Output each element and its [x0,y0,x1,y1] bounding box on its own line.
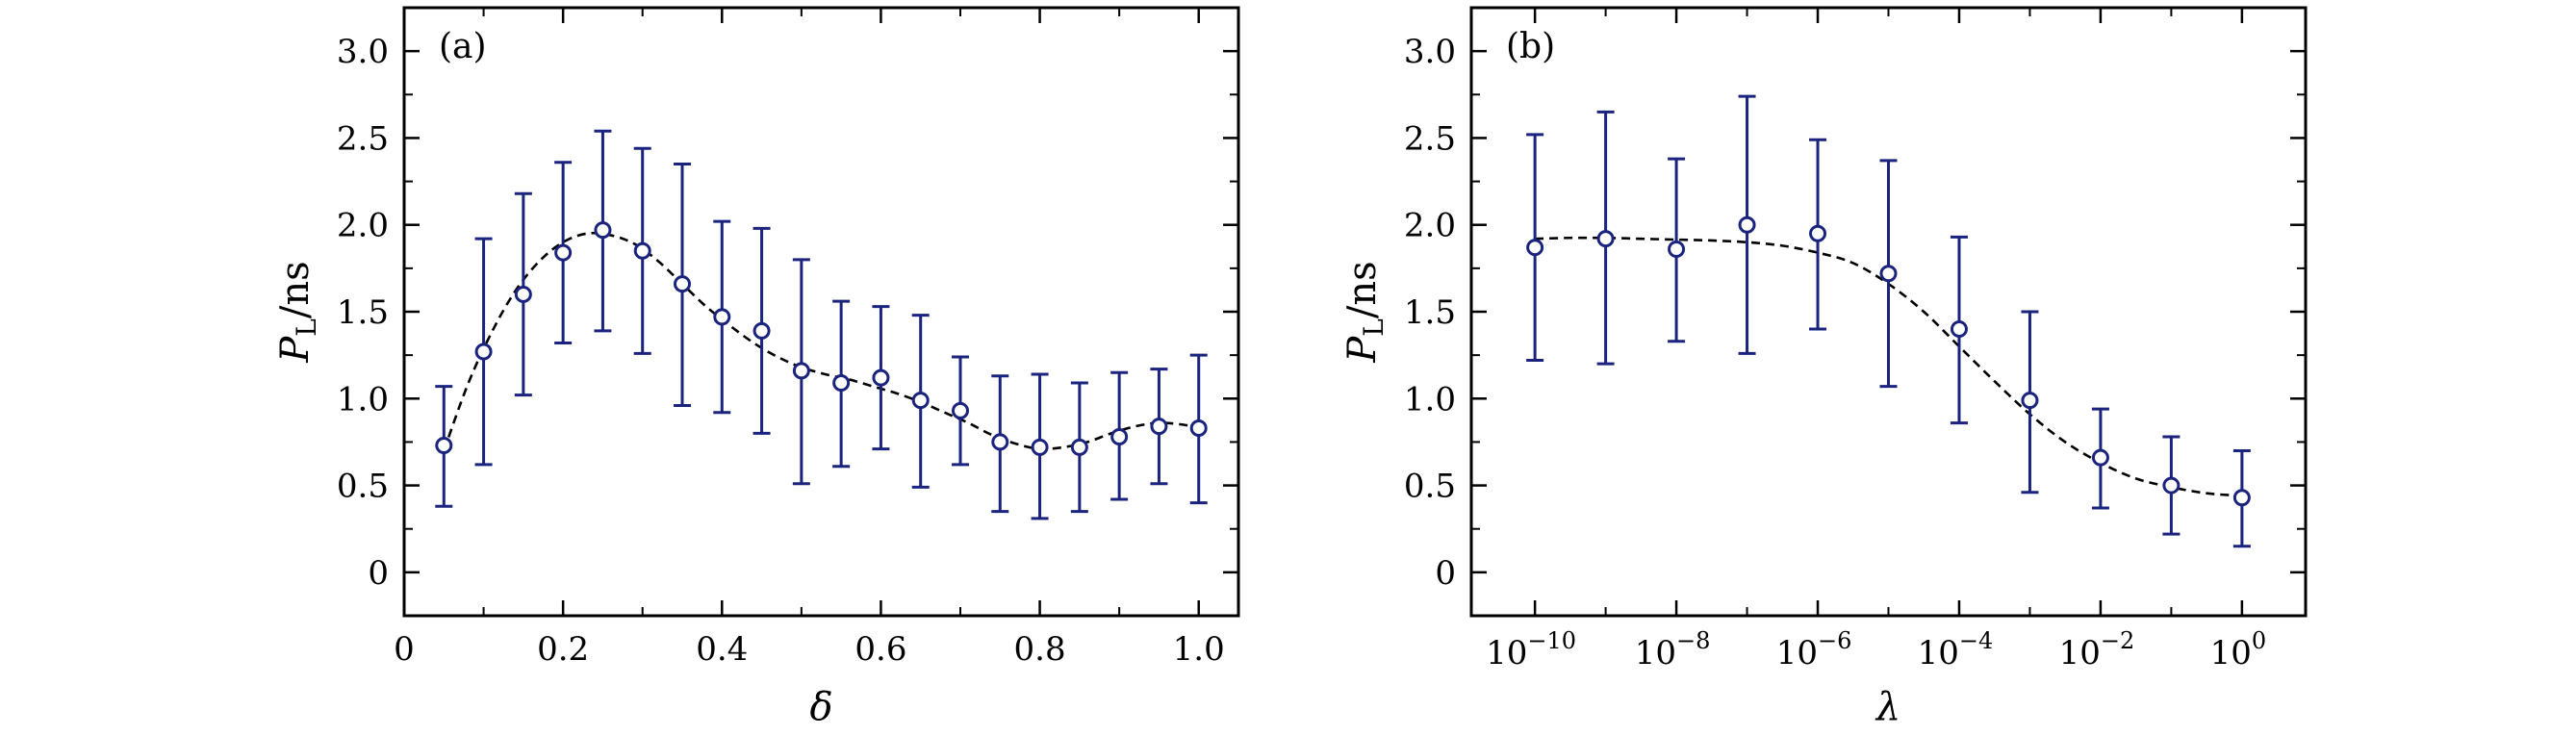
x-axis-label: λ [1875,685,1900,729]
x-tick-label: 100 [2210,627,2267,673]
y-axis-label-symbol: P [273,336,318,364]
x-tick-base: 10 [1486,634,1527,673]
y-tick-label: 1.0 [337,380,389,419]
data-point [1738,216,1756,234]
data-point [991,433,1009,451]
data-point [872,368,890,387]
panel-label: (a) [439,27,487,66]
data-point [2091,448,2109,467]
x-tick-base: 10 [1918,634,1959,673]
y-tick-label: 2.0 [1404,207,1456,245]
data-point [633,241,651,260]
data-point [435,437,453,455]
y-axis-label: PL/ns [1340,261,1390,363]
data-point [911,392,930,410]
x-tick-label: 1.0 [1173,630,1225,669]
y-tick-label: 3.0 [337,33,389,71]
x-tick-exponent: −8 [1676,627,1710,654]
data-point [1070,438,1088,456]
y-tick-label: 0 [1435,554,1456,593]
y-axis-label-symbol: P [1340,336,1385,364]
data-point [832,374,851,393]
y-tick-label: 1.5 [1404,293,1456,332]
data-point [514,285,532,303]
data-point [1596,230,1615,248]
x-tick-exponent: 0 [2252,627,2266,654]
panel-b: 00.51.01.52.02.53.010−10 10−8 10−6 10−4 10−2… [1340,6,2308,729]
data-point [1809,224,1827,242]
data-point [1668,240,1686,258]
x-tick-label: 10−4 [1918,627,1994,673]
x-tick-label: 10−8 [1635,627,1711,673]
x-tick-label: 0.4 [696,630,748,669]
x-tick-base: 10 [2059,634,2101,673]
x-tick-label: 0.6 [854,630,906,669]
panel-label: (b) [1506,27,1555,66]
data-point [474,343,493,361]
x-tick-exponent: −4 [1959,627,1993,654]
data-point [713,308,731,326]
y-axis-label-unit: /ns [1340,261,1385,318]
data-point [2232,489,2251,507]
y-tick-label: 1.0 [1404,380,1456,419]
fit-curve [443,231,1200,451]
plot-frame [402,6,1240,618]
x-tick-label: 0.2 [537,630,589,669]
data-point [1879,265,1898,283]
data-point [752,321,771,340]
y-tick-label: 3.0 [1404,33,1456,71]
data-point [792,362,810,380]
x-tick-label: 10−6 [1776,627,1852,673]
x-tick-label: 10−2 [2059,627,2135,673]
y-tick-label: 2.0 [337,207,389,245]
data-point [1150,418,1168,436]
data-point [1189,419,1208,437]
panel-a: 0 0.5 1.0 1.5 2.0 2.5 3.0 0 0.2 0.4 0.6 0.8 1.0 δ PL/n… [273,6,1240,729]
data-point [1950,320,1968,339]
x-tick-base: 10 [1635,634,1676,673]
y-tick-label: 1.5 [337,293,389,332]
data-point [674,275,691,293]
y-axis-label-unit: /ns [273,261,318,318]
x-tick-label: 0.8 [1014,630,1066,669]
y-axis-label-subscript: L [1358,318,1390,337]
data-point [2162,476,2181,495]
data-point [1526,239,1544,257]
y-tick-label: 2.5 [1404,119,1456,158]
x-tick-base: 10 [2210,634,2252,673]
x-tick-label: 0 [394,630,415,669]
data-point [2021,392,2039,410]
y-tick-label: 0 [368,554,389,593]
x-tick-exponent: −10 [1527,627,1576,654]
y-tick-label: 2.5 [337,119,389,158]
x-axis-label: δ [809,685,832,729]
x-tick-exponent: −6 [1818,627,1851,654]
data-point [952,401,969,419]
y-tick-label: 0.5 [337,468,389,506]
data-point [594,221,612,240]
y-axis-label-subscript: L [291,318,322,337]
x-tick-label: 10−10 [1486,627,1576,673]
x-tick-base: 10 [1776,634,1818,673]
data-point [1031,438,1049,456]
y-axis-label: PL/ns [273,261,322,363]
x-tick-exponent: −2 [2101,627,2134,654]
data-point [1110,428,1129,446]
data-point [554,243,573,262]
y-tick-label: 0.5 [1404,468,1456,506]
